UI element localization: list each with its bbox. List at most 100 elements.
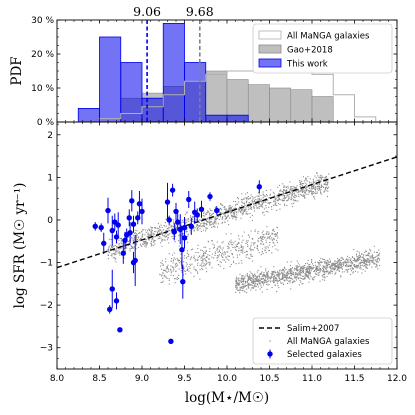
manga-galaxy-point [208, 212, 210, 214]
manga-galaxy-point [244, 283, 246, 285]
manga-galaxy-point [149, 234, 152, 236]
manga-galaxy-point [247, 208, 249, 210]
manga-galaxy-point [323, 261, 325, 263]
manga-galaxy-point [366, 254, 368, 256]
manga-galaxy-point [224, 207, 226, 209]
manga-galaxy-point [291, 273, 293, 275]
manga-galaxy-point [115, 257, 117, 260]
manga-galaxy-point [229, 210, 231, 212]
manga-galaxy-point [205, 223, 207, 225]
manga-galaxy-point [241, 199, 243, 201]
top-y-tick-label: 0 % [37, 118, 55, 128]
manga-galaxy-point [345, 263, 347, 265]
manga-galaxy-point [308, 272, 310, 274]
manga-galaxy-point [173, 257, 175, 259]
manga-galaxy-point [268, 283, 270, 285]
manga-galaxy-point [235, 281, 237, 283]
selected-galaxy-point [113, 298, 120, 304]
manga-galaxy-point [308, 189, 310, 192]
manga-galaxy-point [293, 272, 295, 274]
manga-galaxy-point [260, 205, 262, 207]
top-panel-histograms [77, 20, 377, 122]
manga-galaxy-point [211, 210, 213, 212]
manga-galaxy-point [276, 186, 279, 188]
manga-galaxy-point [205, 213, 207, 215]
manga-galaxy-point [372, 261, 374, 263]
manga-galaxy-point [231, 253, 234, 255]
manga-galaxy-point [299, 277, 301, 279]
manga-galaxy-point [208, 221, 210, 223]
manga-galaxy-point [290, 193, 292, 195]
manga-galaxy-point [272, 228, 275, 230]
selected-galaxy-point [214, 207, 220, 214]
manga-galaxy-point [257, 198, 259, 200]
manga-galaxy-point [273, 276, 275, 278]
manga-galaxy-point [338, 261, 340, 263]
manga-galaxy-point [236, 243, 239, 245]
manga-galaxy-point [291, 188, 293, 190]
manga-galaxy-point [244, 285, 246, 288]
manga-galaxy-point [267, 270, 269, 272]
manga-galaxy-point [371, 254, 374, 256]
manga-galaxy-point [367, 252, 369, 254]
manga-galaxy-point [290, 288, 292, 290]
manga-galaxy-point [353, 264, 355, 266]
manga-galaxy-point [257, 200, 259, 202]
manga-galaxy-point [193, 226, 195, 228]
manga-galaxy-point [110, 248, 112, 250]
manga-galaxy-point [364, 263, 366, 265]
gao2018-bar [247, 84, 270, 122]
manga-galaxy-point [261, 204, 263, 206]
manga-galaxy-point [146, 243, 148, 245]
manga-galaxy-point [128, 240, 130, 242]
bottom-y-tick-label: −3 [40, 344, 53, 354]
manga-galaxy-point [140, 243, 142, 245]
selected-galaxy-point [169, 187, 176, 193]
manga-galaxy-point [273, 273, 275, 275]
manga-galaxy-point [291, 205, 294, 208]
manga-galaxy-point [193, 230, 195, 232]
manga-galaxy-point [374, 256, 376, 259]
manga-galaxy-point [202, 258, 204, 260]
manga-galaxy-point [256, 283, 258, 285]
manga-galaxy-point [244, 276, 246, 278]
manga-galaxy-point [176, 278, 178, 280]
manga-galaxy-point [239, 254, 241, 256]
manga-galaxy-point [209, 248, 211, 250]
manga-galaxy-point [138, 236, 140, 238]
selected-galaxy-point [105, 207, 111, 214]
manga-galaxy-point [245, 201, 247, 203]
manga-galaxy-point [261, 271, 263, 273]
manga-galaxy-point [247, 245, 249, 248]
manga-galaxy-point [316, 267, 318, 269]
manga-galaxy-point [203, 263, 205, 265]
manga-galaxy-point [313, 271, 315, 273]
manga-galaxy-point [282, 191, 284, 194]
manga-galaxy-point [173, 221, 175, 223]
manga-galaxy-point [294, 267, 296, 269]
manga-galaxy-point [243, 231, 245, 233]
manga-galaxy-point [166, 277, 168, 279]
manga-galaxy-point [202, 260, 204, 262]
manga-galaxy-point [372, 255, 374, 257]
bottom-y-axis-title: log SFR (M☉ yr⁻¹) [12, 183, 28, 309]
manga-galaxy-point [209, 261, 211, 263]
manga-galaxy-point [333, 268, 335, 270]
manga-galaxy-point [233, 242, 235, 244]
manga-galaxy-point [242, 279, 244, 281]
manga-galaxy-point [300, 269, 302, 271]
manga-galaxy-point [263, 194, 265, 196]
manga-galaxy-point [277, 199, 280, 201]
manga-galaxy-point [311, 193, 313, 195]
manga-galaxy-point [327, 187, 329, 189]
manga-galaxy-point [282, 273, 284, 275]
manga-galaxy-point [146, 242, 148, 244]
manga-galaxy-point [167, 237, 169, 239]
manga-galaxy-point [280, 190, 282, 192]
manga-galaxy-point [260, 201, 263, 203]
manga-galaxy-point [323, 273, 325, 275]
manga-galaxy-point [244, 210, 246, 212]
manga-galaxy-point [348, 268, 350, 270]
manga-galaxy-point [273, 278, 275, 280]
manga-galaxy-point [246, 197, 248, 199]
